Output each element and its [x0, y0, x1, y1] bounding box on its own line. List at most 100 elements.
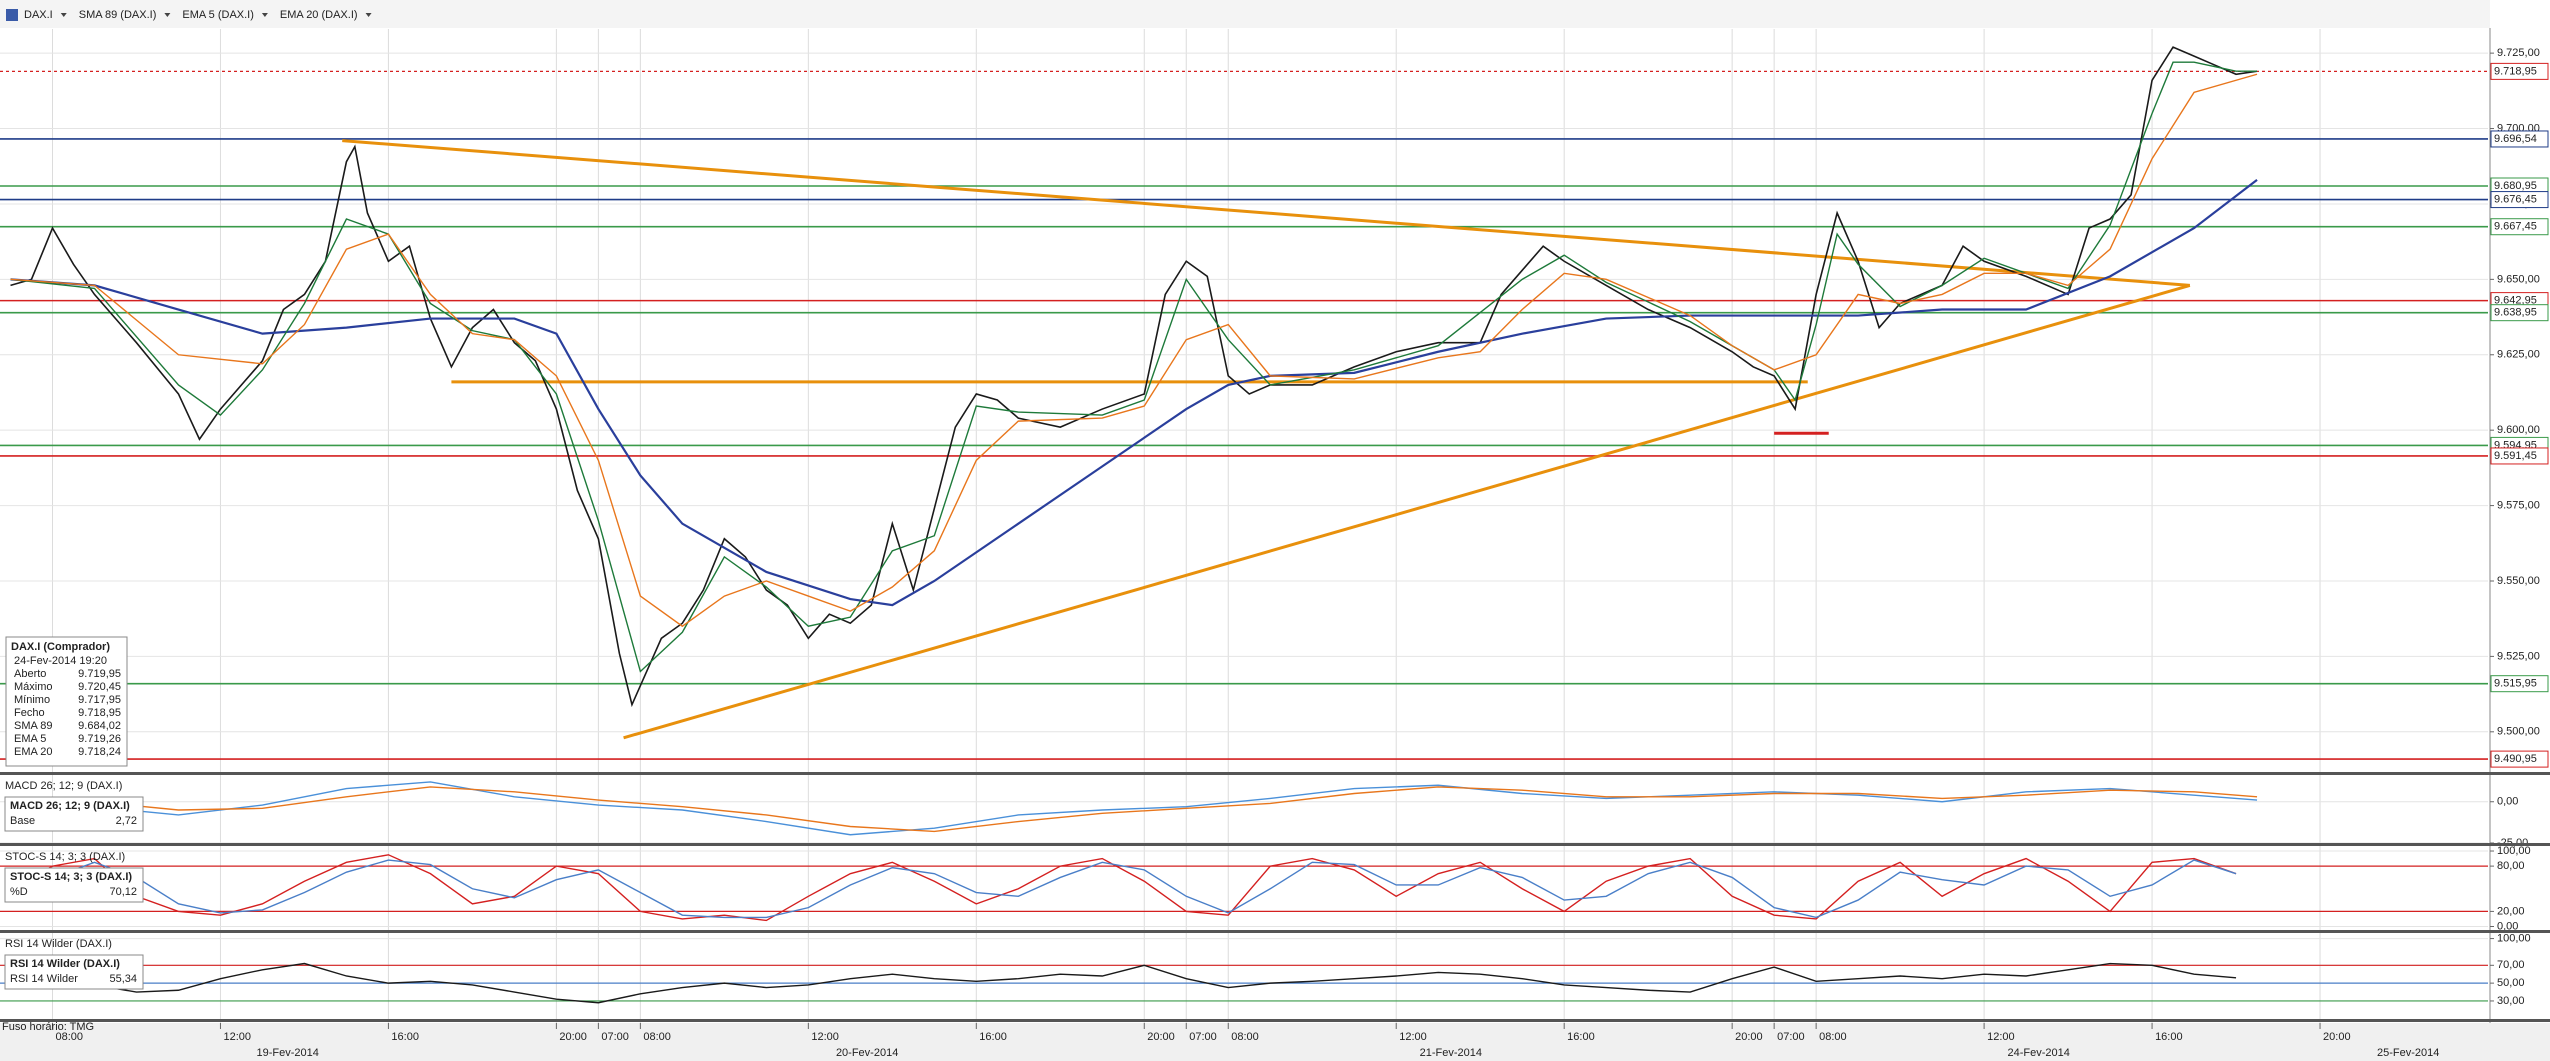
x-tick-label: 16:00 — [391, 1031, 419, 1043]
y-tick-label: 100,00 — [2497, 845, 2531, 857]
time-axis-bg — [0, 1023, 2550, 1061]
info-title: STOC-S 14; 3; 3 (DAX.I) — [10, 871, 132, 883]
level-tag — [2490, 62, 2549, 80]
info-title: MACD 26; 12; 9 (DAX.I) — [10, 800, 130, 812]
level-label: 9.680,95 — [2494, 180, 2537, 192]
level-tag — [2490, 304, 2549, 322]
y-tick-label: 9.500,00 — [2497, 726, 2540, 738]
y-tick-label: 9.550,00 — [2497, 575, 2540, 587]
x-tick-label: 08:00 — [1231, 1031, 1259, 1043]
panel-title[interactable]: STOC-S 14; 3; 3 (DAX.I) — [5, 851, 125, 863]
x-tick-label: 08:00 — [643, 1031, 671, 1043]
info-row-value: 9.719,26 — [78, 733, 121, 745]
info-title: RSI 14 Wilder (DAX.I) — [10, 958, 120, 970]
x-tick-label: 20:00 — [1147, 1031, 1175, 1043]
series-line — [10, 854, 2237, 922]
series-line — [10, 962, 2237, 1004]
info-row-label: EMA 5 — [14, 733, 46, 745]
x-tick-label: 12:00 — [223, 1031, 251, 1043]
info-row-value: 9.720,45 — [78, 681, 121, 693]
legend-dropdown — [60, 13, 67, 17]
info-row-label: Máximo — [14, 681, 53, 693]
x-tick-label: 12:00 — [1987, 1031, 2015, 1043]
info-label: %D — [10, 886, 28, 898]
y-tick-label: 100,00 — [2497, 932, 2531, 944]
panel-separator — [0, 772, 2550, 775]
info-row-value: 9.719,95 — [78, 668, 121, 680]
x-tick-label: 07:00 — [601, 1031, 629, 1043]
y-tick-label: 0,00 — [2497, 920, 2518, 932]
series-line — [10, 781, 2258, 836]
y-tick-label: 80,00 — [2497, 860, 2525, 872]
x-tick-label: 07:00 — [1777, 1031, 1805, 1043]
date-label: 21-Fev-2014 — [1420, 1047, 1482, 1059]
info-box — [5, 636, 128, 767]
legend-entry[interactable]: EMA 5 (DAX.I) — [182, 9, 254, 21]
series-line — [10, 786, 2258, 833]
info-box — [4, 954, 144, 990]
info-row-value: 9.684,02 — [78, 720, 121, 732]
info-row-value: 9.718,95 — [78, 707, 121, 719]
y-tick-label: 9.625,00 — [2497, 349, 2540, 361]
level-label: 9.642,95 — [2494, 295, 2537, 307]
info-row-label: EMA 20 — [14, 746, 53, 758]
info-row-label: Fecho — [14, 707, 45, 719]
info-label: RSI 14 Wilder — [10, 973, 78, 985]
price-axis-bg — [2490, 0, 2550, 1061]
info-row-value: 9.717,95 — [78, 694, 121, 706]
y-tick-label: 30,00 — [2497, 995, 2525, 1007]
level-label: 9.676,45 — [2494, 193, 2537, 205]
y-tick-label: 9.525,00 — [2497, 650, 2540, 662]
level-tag — [2490, 675, 2549, 693]
y-tick-label: 9.650,00 — [2497, 273, 2540, 285]
level-label: 9.718,95 — [2494, 65, 2537, 77]
info-row-label: Mínimo — [14, 694, 50, 706]
x-tick-label: 20:00 — [2323, 1031, 2351, 1043]
date-label: 20-Fev-2014 — [836, 1047, 898, 1059]
y-tick-label: 0,00 — [2497, 796, 2518, 808]
legend-dropdown — [164, 13, 171, 17]
level-tag — [2490, 130, 2549, 148]
level-tag — [2490, 447, 2549, 465]
panel-title[interactable]: RSI 14 Wilder (DAX.I) — [5, 938, 112, 950]
x-tick-label: 20:00 — [1735, 1031, 1763, 1043]
level-tag — [2490, 191, 2549, 209]
legend-dropdown — [261, 13, 268, 17]
info-label: Base — [10, 815, 35, 827]
series-line — [10, 61, 2258, 673]
level-label: 9.638,95 — [2494, 307, 2537, 319]
legend-entry[interactable]: DAX.I — [24, 9, 53, 21]
info-title: DAX.I (Comprador) — [11, 641, 110, 653]
symbol-icon — [6, 9, 18, 21]
x-tick-label: 20:00 — [559, 1031, 587, 1043]
y-tick-label: 50,00 — [2497, 977, 2525, 989]
trendline — [342, 139, 2190, 287]
x-tick-label: 12:00 — [811, 1031, 839, 1043]
x-tick-label: 07:00 — [1189, 1031, 1217, 1043]
legend-entry[interactable]: EMA 20 (DAX.I) — [280, 9, 358, 21]
trendline — [623, 283, 2191, 740]
info-row-value: 9.718,24 — [78, 746, 121, 758]
panel-separator — [0, 843, 2550, 846]
panel-title[interactable]: MACD 26; 12; 9 (DAX.I) — [5, 780, 122, 792]
info-time: 24-Fev-2014 19:20 — [14, 655, 107, 667]
series-line — [10, 859, 2237, 919]
y-tick-label: 9.575,00 — [2497, 499, 2540, 511]
panel-separator — [0, 930, 2550, 933]
date-label: 24-Fev-2014 — [2008, 1047, 2070, 1059]
info-box — [4, 867, 144, 903]
level-label: 9.696,54 — [2494, 133, 2537, 145]
x-tick-label: 08:00 — [1819, 1031, 1847, 1043]
y-tick-label: 9.600,00 — [2497, 424, 2540, 436]
timezone-note: Fuso horário: TMG — [2, 1021, 94, 1033]
x-tick-label: 12:00 — [1399, 1031, 1427, 1043]
legend-entry[interactable]: SMA 89 (DAX.I) — [79, 9, 157, 21]
y-tick-label: 70,00 — [2497, 959, 2525, 971]
series-line — [10, 73, 2258, 628]
y-tick-label: 20,00 — [2497, 905, 2525, 917]
info-box — [4, 796, 144, 832]
info-value: 2,72 — [116, 815, 137, 827]
level-tag — [2490, 218, 2549, 236]
